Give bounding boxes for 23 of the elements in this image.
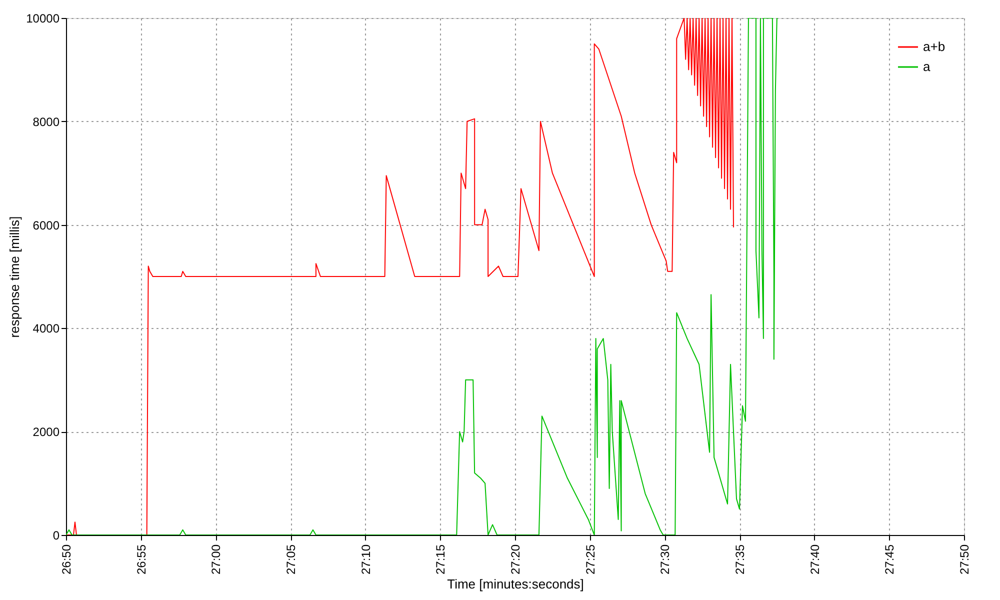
x-tick-label: 27:05 bbox=[284, 544, 298, 575]
y-tick-label: 0 bbox=[52, 528, 60, 542]
x-tick-label: 27:25 bbox=[583, 544, 598, 575]
x-tick-label: 27:40 bbox=[808, 544, 822, 575]
y-axis-title: response time [millis] bbox=[7, 216, 22, 338]
x-tick-label: 26:50 bbox=[60, 544, 74, 575]
legend-label: a+b bbox=[923, 39, 946, 54]
x-tick-label: 27:20 bbox=[508, 544, 522, 575]
legend-label: a bbox=[923, 59, 931, 74]
x-tick-label: 27:00 bbox=[209, 544, 224, 575]
x-tick-label: 27:50 bbox=[958, 544, 972, 575]
y-tick-label: 6000 bbox=[32, 218, 60, 232]
x-tick-label: 26:55 bbox=[134, 544, 148, 575]
x-tick-label: 27:35 bbox=[733, 544, 747, 575]
x-tick-label: 27:30 bbox=[658, 544, 672, 575]
y-tick-label: 4000 bbox=[32, 322, 60, 336]
x-tick-label: 27:45 bbox=[882, 544, 897, 575]
x-tick-label: 27:15 bbox=[434, 544, 448, 575]
x-tick-label: 27:10 bbox=[358, 544, 373, 575]
x-axis-title: Time [minutes:seconds] bbox=[447, 576, 584, 592]
y-tick-label: 10000 bbox=[26, 12, 60, 26]
y-tick-label: 2000 bbox=[32, 425, 60, 440]
y-tick-label: 8000 bbox=[32, 114, 60, 129]
